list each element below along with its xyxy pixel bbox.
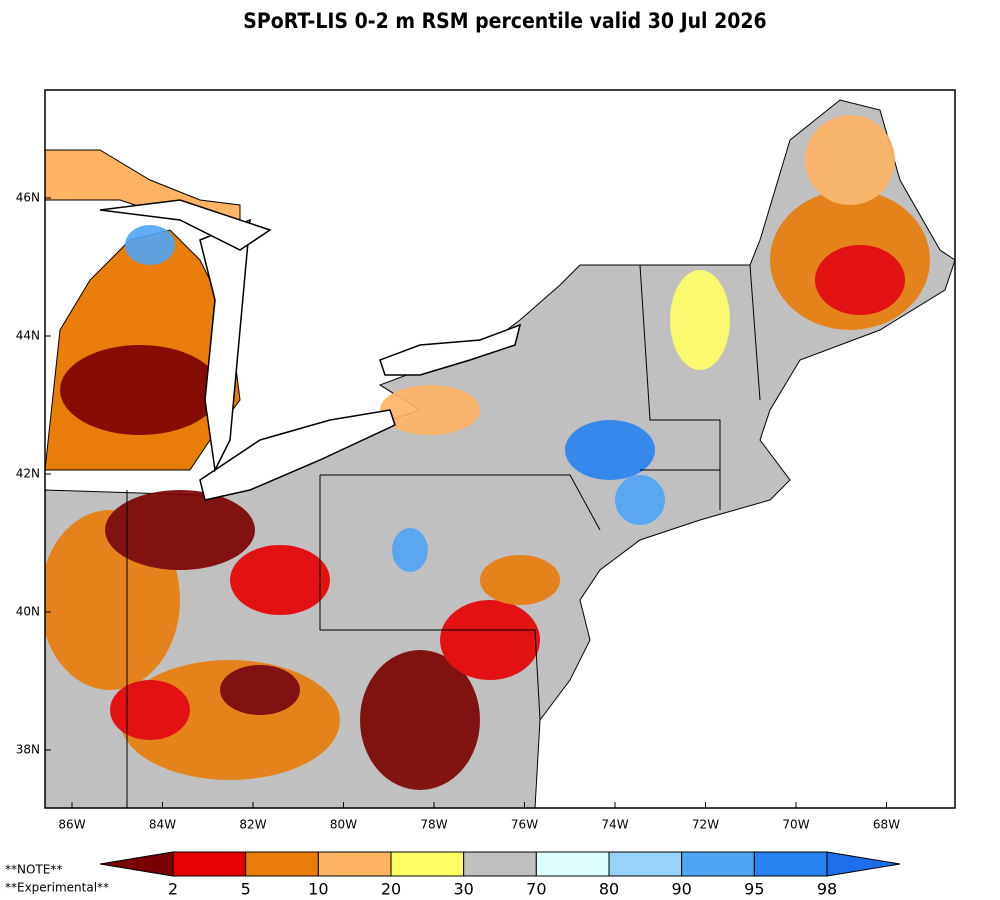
colorbar-segment bbox=[390, 851, 465, 877]
lon-tick-label: 68W bbox=[873, 818, 900, 832]
lon-tick-label: 80W bbox=[330, 818, 357, 832]
note: **Experimental** bbox=[5, 881, 109, 895]
colorbar-label: 90 bbox=[671, 880, 691, 899]
colorbar-segment bbox=[317, 851, 392, 877]
colorbar-label: 70 bbox=[526, 880, 546, 899]
colorbar-label: 10 bbox=[308, 880, 328, 899]
colorbar-label: 95 bbox=[744, 880, 764, 899]
lon-tick-label: 70W bbox=[782, 818, 809, 832]
colorbar-arrow bbox=[826, 851, 901, 877]
lat-tick-label: 42N bbox=[16, 467, 40, 481]
colorbar-label: 5 bbox=[241, 880, 251, 899]
map-title: SPoRT-LIS 0-2 m RSM percentile valid 30 … bbox=[243, 8, 766, 33]
colorbar-label: 30 bbox=[453, 880, 473, 899]
colorbar-segment bbox=[172, 851, 247, 877]
colorbar-label: 80 bbox=[599, 880, 619, 899]
borders bbox=[126, 264, 761, 808]
map-frame bbox=[44, 89, 956, 809]
lakes bbox=[99, 199, 522, 501]
lon-tick-label: 82W bbox=[239, 818, 266, 832]
colorbar-label: 20 bbox=[381, 880, 401, 899]
map-area bbox=[45, 90, 955, 808]
colorbar-label: 2 bbox=[168, 880, 178, 899]
lon-tick-label: 76W bbox=[511, 818, 538, 832]
lon-tick-label: 78W bbox=[420, 818, 447, 832]
colorbar-segment bbox=[245, 851, 319, 877]
colorbar-segment bbox=[608, 851, 683, 877]
colorbar-label: 98 bbox=[817, 880, 837, 899]
lat-tick-label: 44N bbox=[16, 329, 40, 343]
michigan-up bbox=[45, 149, 241, 221]
lat-tick-label: 38N bbox=[16, 743, 40, 757]
note: **NOTE** bbox=[5, 863, 62, 877]
lon-tick-label: 84W bbox=[149, 818, 176, 832]
colorbar-arrow bbox=[99, 851, 174, 877]
lat-tick-label: 46N bbox=[16, 191, 40, 205]
colorbar-segment bbox=[753, 851, 828, 877]
lon-tick-label: 72W bbox=[692, 818, 719, 832]
colorbar-segment bbox=[681, 851, 755, 877]
colorbar-segment bbox=[535, 851, 610, 877]
lon-tick-label: 74W bbox=[601, 818, 628, 832]
colorbar-segment bbox=[463, 851, 537, 877]
anomaly-shading bbox=[45, 115, 930, 790]
lat-tick-label: 40N bbox=[16, 605, 40, 619]
lon-tick-label: 86W bbox=[58, 818, 85, 832]
